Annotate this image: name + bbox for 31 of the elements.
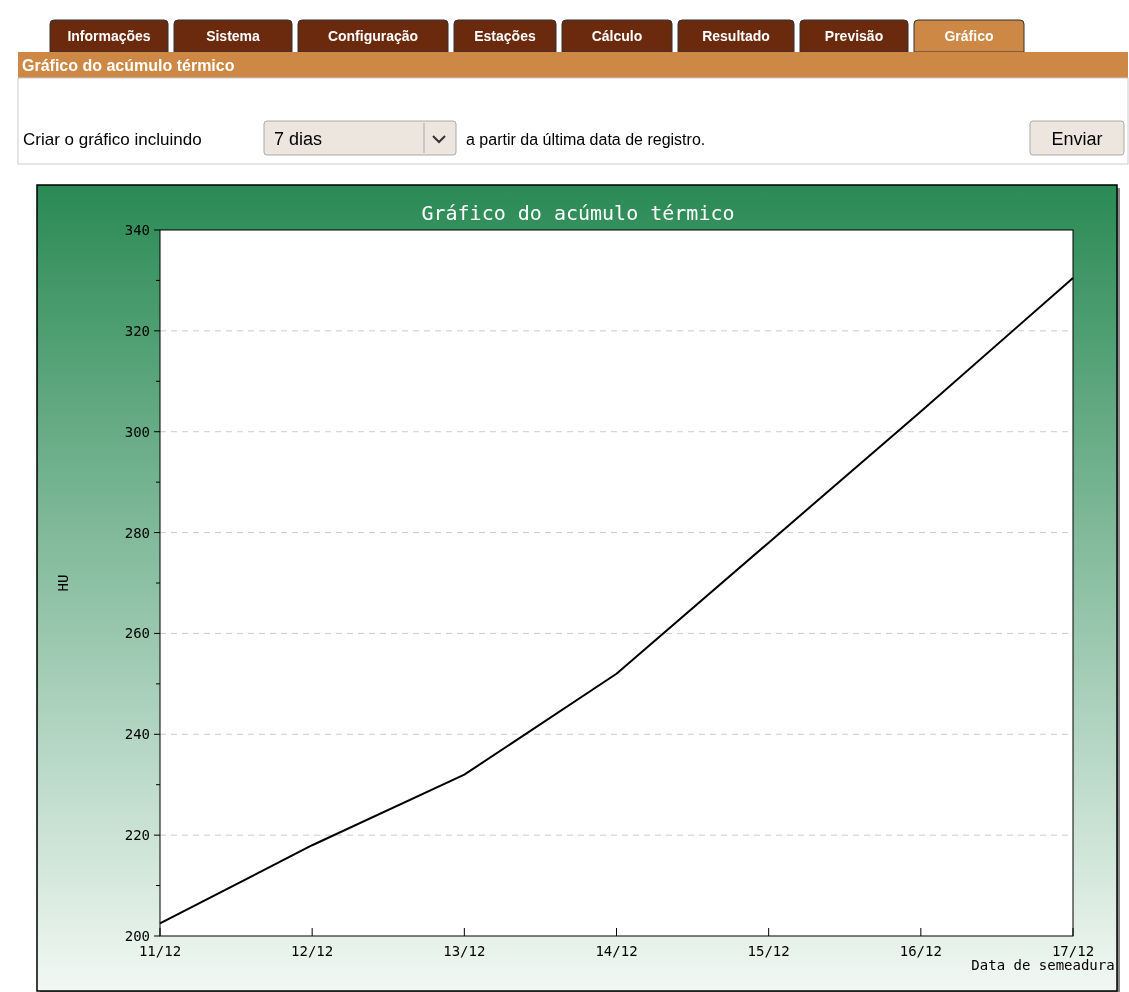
x-tick-label: 16/12 — [899, 943, 942, 959]
x-axis-title: Data de semeadura — [971, 957, 1115, 973]
x-tick-label: 12/12 — [291, 943, 334, 959]
y-tick-label: 200 — [124, 928, 150, 944]
y-tick-label: 300 — [124, 423, 150, 440]
x-tick-label: 13/12 — [443, 943, 486, 959]
y-tick-label: 320 — [124, 322, 150, 339]
text: Cálculo — [591, 28, 643, 44]
text: Gráfico do acúmulo térmico — [22, 57, 235, 74]
text: Resultado — [702, 28, 770, 44]
x-tick-label: 15/12 — [747, 943, 790, 959]
y-tick-label: 240 — [124, 726, 150, 743]
y-axis-title: HU — [55, 574, 71, 592]
y-tick-label: 220 — [124, 827, 150, 844]
y-tick-label: 340 — [124, 222, 150, 238]
text: Sistema — [206, 28, 261, 44]
chart-title: Gráfico do acúmulo térmico — [421, 201, 735, 225]
text: Enviar — [1051, 129, 1103, 149]
text: Configuração — [327, 28, 419, 44]
x-tick-label: 17/12 — [1051, 943, 1095, 959]
x-tick-label: 11/12 — [138, 943, 182, 959]
text: Previsão — [824, 28, 884, 44]
x-tick-label: 14/12 — [595, 943, 638, 959]
text: Gráfico — [944, 28, 994, 44]
text: Informações — [67, 28, 151, 44]
y-tick-label: 280 — [124, 524, 150, 541]
text: Criar o gráfico incluindo — [23, 130, 202, 149]
y-tick-label: 260 — [124, 625, 150, 642]
text: Estações — [474, 28, 536, 44]
text: a partir da última data de registro. — [466, 131, 706, 148]
text: 7 dias — [274, 129, 323, 149]
